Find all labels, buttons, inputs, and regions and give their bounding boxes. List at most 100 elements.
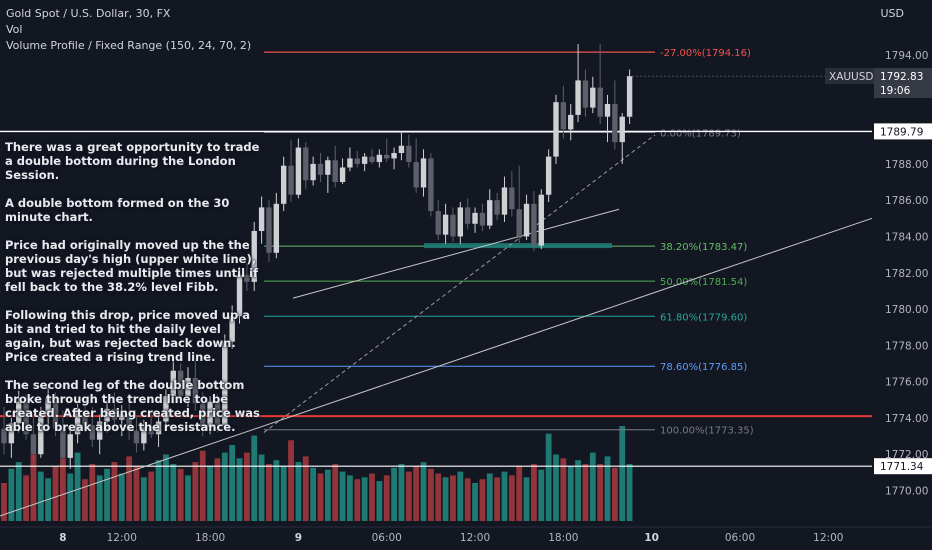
candle-body[interactable] <box>295 147 302 195</box>
candle-body[interactable] <box>479 212 486 226</box>
candle-body[interactable] <box>8 423 15 444</box>
candle-body[interactable] <box>457 207 464 237</box>
candle-body[interactable] <box>119 414 125 420</box>
candle-body[interactable] <box>575 80 581 115</box>
volume-profile-label[interactable]: Volume Profile / Fixed Range (150, 24, 7… <box>6 39 252 52</box>
candle-body[interactable] <box>472 212 478 224</box>
candle-body[interactable] <box>339 167 346 183</box>
candle-body[interactable] <box>501 187 508 215</box>
candle-body[interactable] <box>590 87 596 108</box>
candle-body[interactable] <box>442 214 449 235</box>
candle-body[interactable] <box>266 207 272 253</box>
candle-body[interactable] <box>553 102 559 157</box>
candle-body[interactable] <box>229 316 235 342</box>
candle-body[interactable] <box>435 211 441 235</box>
candle-body[interactable] <box>200 403 206 427</box>
candle-body[interactable] <box>494 200 500 215</box>
rising-trend-line[interactable] <box>292 208 620 299</box>
candle-body[interactable] <box>104 408 110 422</box>
long-trend-line[interactable] <box>0 217 873 517</box>
candle-body[interactable] <box>170 370 176 397</box>
candle-body[interactable] <box>214 401 221 426</box>
candle-body[interactable] <box>303 147 309 181</box>
price-tick-label: 1786.00 <box>885 195 928 207</box>
candle-body[interactable] <box>325 160 331 175</box>
candle-body[interactable] <box>523 203 530 237</box>
candle-body[interactable] <box>67 434 73 458</box>
candle-body[interactable] <box>531 203 537 246</box>
volume-indicator-label[interactable]: Vol <box>6 23 23 36</box>
candle-body[interactable] <box>464 207 471 224</box>
candle-body[interactable] <box>251 231 257 282</box>
candle-body[interactable] <box>369 156 375 163</box>
candle-body[interactable] <box>236 274 243 317</box>
candle-body[interactable] <box>185 377 191 397</box>
candle-body[interactable] <box>347 158 353 168</box>
chart-annotation[interactable]: There was a great opportunity to trade a… <box>5 140 260 448</box>
candle-body[interactable] <box>604 103 611 117</box>
candle-body[interactable] <box>332 160 338 183</box>
candle-body[interactable] <box>619 116 625 143</box>
candle-body[interactable] <box>384 154 390 159</box>
candle-body[interactable] <box>582 80 589 108</box>
candle-body[interactable] <box>509 187 515 210</box>
candle-body[interactable] <box>133 430 140 444</box>
candle-body[interactable] <box>141 426 147 444</box>
candle-body[interactable] <box>74 410 81 435</box>
candle-body[interactable] <box>516 209 522 237</box>
candle-body[interactable] <box>244 274 250 282</box>
candle-body[interactable] <box>163 396 169 422</box>
candle-body[interactable] <box>155 421 162 435</box>
candle-body[interactable] <box>30 434 37 455</box>
candle-body[interactable] <box>89 425 96 440</box>
candle-body[interactable] <box>16 401 22 424</box>
fib-trend-line[interactable] <box>263 134 656 433</box>
candle-body[interactable] <box>96 421 103 440</box>
candle-body[interactable] <box>1 428 7 444</box>
volume-bar <box>251 435 258 521</box>
candle-body[interactable] <box>273 203 280 253</box>
candle-body[interactable] <box>428 158 434 212</box>
volume-bar <box>295 462 302 521</box>
candle-body[interactable] <box>207 401 213 427</box>
candle-body[interactable] <box>560 102 567 130</box>
candle-body[interactable] <box>398 145 405 153</box>
candle-body[interactable] <box>538 194 544 246</box>
candle-body[interactable] <box>148 426 154 435</box>
candle-body[interactable] <box>45 397 51 415</box>
candle-body[interactable] <box>288 165 294 195</box>
candle-body[interactable] <box>413 162 419 188</box>
candle-body[interactable] <box>111 408 118 420</box>
candle-body[interactable] <box>177 370 184 397</box>
candle-body[interactable] <box>487 200 493 226</box>
candle-body[interactable] <box>612 103 618 143</box>
candle-body[interactable] <box>545 156 552 195</box>
support-zone[interactable] <box>424 243 612 249</box>
candle-body[interactable] <box>317 163 324 175</box>
candle-body[interactable] <box>52 397 59 429</box>
candle-body[interactable] <box>450 214 456 237</box>
volume-bar <box>545 433 552 521</box>
candle-body[interactable] <box>361 156 368 164</box>
candle-body[interactable] <box>626 76 633 117</box>
candle-body[interactable] <box>406 145 412 163</box>
candle-body[interactable] <box>420 158 427 188</box>
candle-body[interactable] <box>126 414 132 431</box>
volume-bar <box>111 462 118 521</box>
candle-body[interactable] <box>258 207 265 232</box>
chart-title[interactable]: Gold Spot / U.S. Dollar, 30, FX <box>6 7 171 20</box>
candle-body[interactable] <box>391 152 397 159</box>
candle-body[interactable] <box>38 414 44 455</box>
candle-body[interactable] <box>23 401 29 435</box>
candle-body[interactable] <box>310 163 316 181</box>
candle-body[interactable] <box>222 341 228 426</box>
candle-body[interactable] <box>280 165 287 204</box>
candle-body[interactable] <box>568 114 574 130</box>
candle-body[interactable] <box>82 410 88 426</box>
candle-body[interactable] <box>376 154 383 163</box>
candle-body[interactable] <box>597 87 603 117</box>
candle-body[interactable] <box>192 377 199 404</box>
candle-body[interactable] <box>60 428 66 458</box>
candle-body[interactable] <box>354 158 360 164</box>
